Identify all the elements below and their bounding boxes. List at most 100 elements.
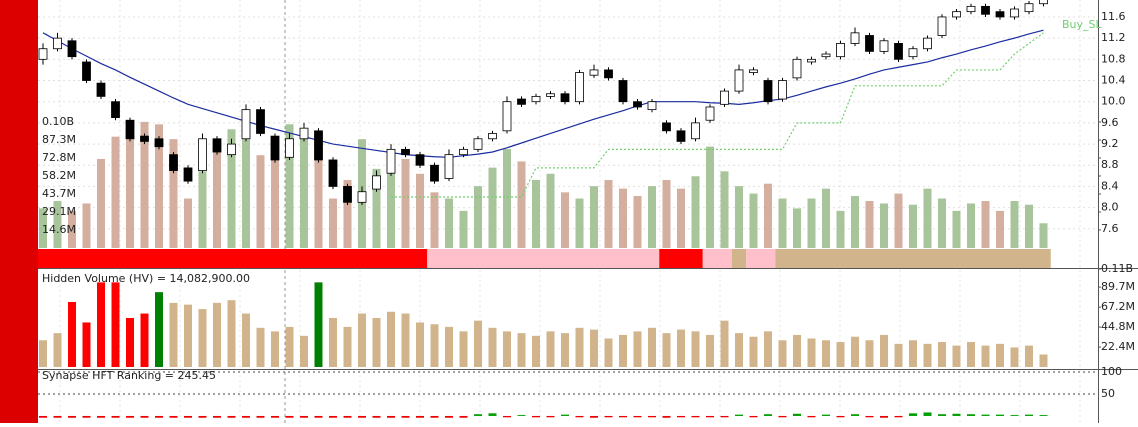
bar (111, 415, 120, 418)
bar (503, 331, 511, 367)
candle-body (633, 101, 642, 108)
bar (706, 146, 714, 248)
bar (662, 415, 671, 418)
regime-band (775, 249, 1051, 268)
bar (677, 415, 685, 418)
bar (546, 173, 555, 248)
y-tick-label: 11.2 (1101, 31, 1126, 44)
bar (343, 415, 352, 418)
bar (474, 414, 482, 416)
regime-band (731, 249, 747, 268)
bar (271, 149, 279, 248)
bar (198, 309, 207, 367)
bar (300, 136, 308, 248)
bar (836, 415, 845, 418)
regime-band (746, 249, 776, 268)
line (391, 32, 1044, 198)
bar (372, 415, 381, 418)
candle-body (531, 95, 541, 103)
bar (778, 340, 787, 367)
candle-body (981, 5, 990, 15)
bar (633, 196, 642, 248)
candle-body (560, 93, 570, 103)
bar (242, 415, 250, 418)
bar (793, 413, 801, 416)
candle-body (662, 122, 671, 132)
bar (807, 198, 816, 248)
candle-body (372, 175, 381, 190)
bar (474, 186, 482, 248)
bar (517, 333, 526, 367)
bar (894, 415, 903, 418)
candle-body (140, 135, 149, 142)
bar (546, 415, 555, 418)
bar (880, 334, 888, 367)
bar (836, 210, 845, 248)
bar (735, 186, 743, 248)
candle-body (473, 138, 483, 150)
bar (401, 158, 410, 248)
bar (749, 415, 758, 418)
bar (459, 210, 468, 248)
bar (778, 415, 787, 418)
bar (140, 313, 149, 367)
bar (416, 322, 424, 367)
bar (155, 292, 163, 367)
bar (169, 415, 178, 418)
marks (38, 0, 1051, 418)
candle-body (444, 154, 454, 179)
bar (619, 415, 627, 418)
bar (358, 313, 366, 367)
candle-body (401, 148, 410, 156)
bar (749, 336, 758, 367)
bar (1010, 347, 1019, 367)
bar (126, 415, 134, 418)
bar (764, 414, 772, 416)
candle-body (67, 40, 77, 58)
bar (865, 340, 874, 367)
bar (39, 415, 47, 418)
candle-body (1024, 3, 1034, 13)
candle-body (749, 69, 758, 73)
bar (97, 158, 105, 248)
bar (213, 302, 221, 367)
candle-body (995, 11, 1005, 18)
bar (996, 210, 1004, 248)
bar (198, 171, 207, 248)
bar (372, 168, 381, 248)
bar (488, 327, 497, 367)
bar (517, 161, 526, 248)
bar (111, 136, 120, 248)
bar (488, 413, 497, 416)
bar (575, 198, 584, 248)
y-tick-label: 0.10B (42, 115, 74, 128)
bar (735, 333, 743, 367)
bar (677, 329, 685, 367)
bar (314, 282, 323, 367)
bar (996, 414, 1004, 416)
y-tick-label: 67.2M (1101, 300, 1135, 313)
bar (691, 415, 700, 418)
bar (735, 414, 743, 416)
bar (97, 415, 105, 418)
y-tick-label: 8.4 (1101, 179, 1119, 192)
bar (372, 318, 381, 367)
candle-body (894, 43, 903, 60)
bar (430, 324, 439, 367)
bar (1039, 223, 1048, 248)
candle-body (937, 16, 947, 36)
bar (314, 158, 323, 248)
bar (967, 414, 975, 416)
bar (880, 415, 888, 418)
candle-body (1039, 0, 1048, 5)
bar (967, 342, 975, 367)
candle-body (502, 101, 512, 132)
bar (53, 333, 62, 367)
candle-body (459, 148, 468, 156)
bar (590, 186, 598, 248)
bar (532, 415, 540, 418)
bar (329, 198, 337, 248)
candle-body (154, 138, 164, 148)
y-tick-label: 7.6 (1101, 222, 1119, 235)
candle-body (328, 159, 338, 187)
